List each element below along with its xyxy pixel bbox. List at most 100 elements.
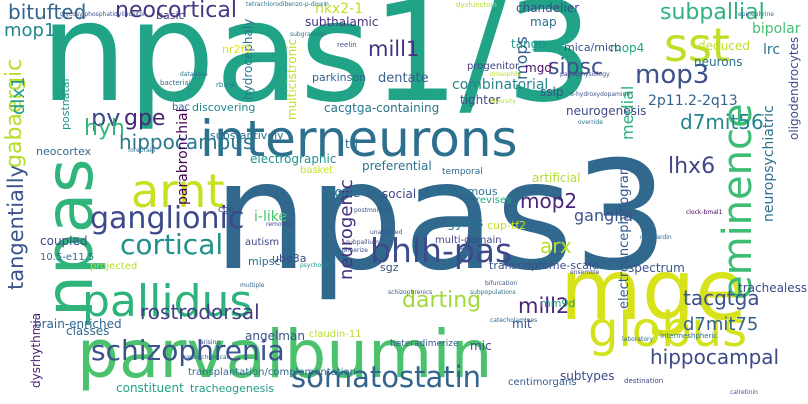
- word-neurogenesis: neurogenesis: [566, 104, 647, 118]
- word-tighter: tighter: [460, 93, 501, 107]
- word-zone: zone: [327, 185, 361, 201]
- word-hyh: hyh: [84, 116, 125, 141]
- word-parvalbumin: parvalbumin: [77, 316, 493, 393]
- word-electroencephalogram: electroencephalogram: [617, 162, 632, 310]
- word-mop4: mop4: [610, 41, 645, 55]
- word-myocardin: myocardin: [640, 234, 672, 241]
- word-d7mit56: d7mit56: [680, 110, 764, 134]
- word-trl: trl: [345, 137, 358, 151]
- word-bhlh-pas: bhlh-pas: [370, 231, 513, 270]
- word-gyrus: gyrus: [447, 216, 484, 231]
- word-centimorgans: centimorgans: [508, 377, 577, 388]
- word-tango: tango: [511, 37, 546, 51]
- word-bitufted: bitufted: [8, 0, 87, 24]
- word-dentate: dentate: [378, 71, 429, 86]
- word-arx: arx: [540, 234, 572, 258]
- word-basic: basic: [156, 9, 185, 22]
- word-deduced: deduced: [698, 39, 750, 53]
- word-mica-micb: mica/micb: [564, 41, 622, 54]
- word-pathophysiology: pathophysiology: [560, 71, 610, 78]
- word-schizophrenia: schizophrenia: [91, 334, 285, 367]
- word-ganglia: ganglia: [574, 206, 633, 225]
- word-substantively: substantively: [210, 129, 284, 142]
- word-mgd: mgd: [525, 61, 552, 75]
- word-cge: cge: [218, 205, 235, 215]
- word-calretinin: calretinin: [730, 389, 758, 396]
- word-reelin: reelin: [337, 41, 357, 49]
- word-discovering: discovering: [192, 101, 256, 114]
- word-gpe: gpe: [124, 106, 166, 131]
- word-somatostatin: somatostatin: [291, 360, 482, 394]
- word-coupled: coupled: [40, 234, 88, 248]
- word-transcriptome: transcriptome-scale: [489, 259, 599, 272]
- word-sgz: sgz: [380, 261, 399, 274]
- word-multiple: multiple: [240, 282, 265, 289]
- word-sipsc: sipsc: [548, 55, 604, 80]
- word-psychosis: psychosis: [300, 262, 330, 269]
- word-10-5: 10.5-e11.5: [40, 252, 95, 263]
- word-dimerize: dimerize: [342, 247, 368, 254]
- word-mic: mic: [470, 339, 492, 353]
- word-dlx1: dlx1: [8, 76, 29, 115]
- word-nr2f1: nr2f1: [222, 43, 252, 56]
- word-lhx6: lhx6: [668, 154, 716, 179]
- word-mill1: mill1: [368, 37, 420, 61]
- word-catecholamines: catecholamines: [490, 317, 538, 324]
- word-2p11: 2p11.2-2q13: [648, 93, 738, 109]
- word-parkinson: parkinson: [312, 71, 367, 84]
- word-subpopulations: subpopulations: [470, 289, 516, 296]
- word-pv: pv: [91, 104, 121, 132]
- word-darting: darting: [402, 288, 482, 313]
- word-tangentially: tangentially: [4, 164, 28, 290]
- word-classes: classes: [66, 324, 110, 338]
- word-neurons: neurons: [694, 55, 743, 69]
- word-preferential: preferential: [362, 159, 432, 173]
- word-transplantation: transplantation/complementation: [188, 367, 356, 378]
- word-cortical: cortical: [120, 228, 224, 261]
- word-dysfunction: dysfunction: [456, 1, 497, 9]
- word-destination: destination: [624, 377, 664, 385]
- word-arnt: arnt: [131, 164, 225, 218]
- word-ensemble: ensemble: [570, 269, 600, 276]
- word-i-like: i-like: [254, 209, 287, 225]
- word-autism: autism: [245, 237, 280, 248]
- word-oligodendrocytes: oligodendrocytes: [787, 36, 801, 140]
- word-mit: mit: [512, 317, 532, 331]
- word-mop2: mop2: [520, 189, 578, 213]
- word-pallidus: pallidus: [82, 276, 253, 327]
- word-hydrocephaly: hydrocephaly: [241, 18, 255, 100]
- word-basal: basal: [457, 245, 473, 252]
- word-postmortem: postmortem: [354, 207, 391, 214]
- word-subpallial: subpallial: [660, 0, 765, 25]
- word-spectrum: spectrum: [628, 261, 685, 275]
- word-tacgtga: tacgtga: [683, 286, 760, 310]
- word-constituent: constituent: [116, 381, 184, 395]
- word-artificial: artificial: [532, 171, 581, 185]
- word-forebrain: forebrain: [128, 147, 156, 154]
- word-remotely: remotely: [266, 221, 293, 228]
- word-rbx-jk: rbx-jk: [216, 81, 236, 89]
- word-ube3a: ube3a: [272, 252, 307, 265]
- word-unaffected: unaffected: [370, 229, 403, 236]
- word-basket: basket: [300, 165, 334, 176]
- word-claudin-11: claudin-11: [309, 329, 362, 340]
- word-hippocampal: hippocampal: [650, 345, 780, 369]
- word-mill2: mill2: [518, 294, 570, 318]
- word-progenitor: progenitor: [467, 61, 520, 72]
- word-override: override: [578, 119, 603, 126]
- word-lrc: lrc: [763, 42, 781, 58]
- word-globus: globus: [588, 302, 748, 358]
- word-database: database: [180, 71, 208, 78]
- word-bipolar: bipolar: [752, 21, 801, 37]
- word-glycosylphosphatidylinositol: glycosylphosphatidylinositol: [60, 11, 145, 18]
- word-cup-tf2: cup-tf2: [487, 219, 527, 232]
- word-parabronchial: parabronchial: [175, 108, 191, 205]
- word-revises: revises: [476, 195, 512, 206]
- word-projected: projected: [90, 261, 138, 272]
- word-bac: bac: [172, 102, 190, 113]
- word-interneurons: interneurons: [200, 110, 518, 168]
- word-map: map: [530, 15, 557, 29]
- word-social: social: [382, 187, 417, 201]
- word-arising: arising: [200, 339, 221, 346]
